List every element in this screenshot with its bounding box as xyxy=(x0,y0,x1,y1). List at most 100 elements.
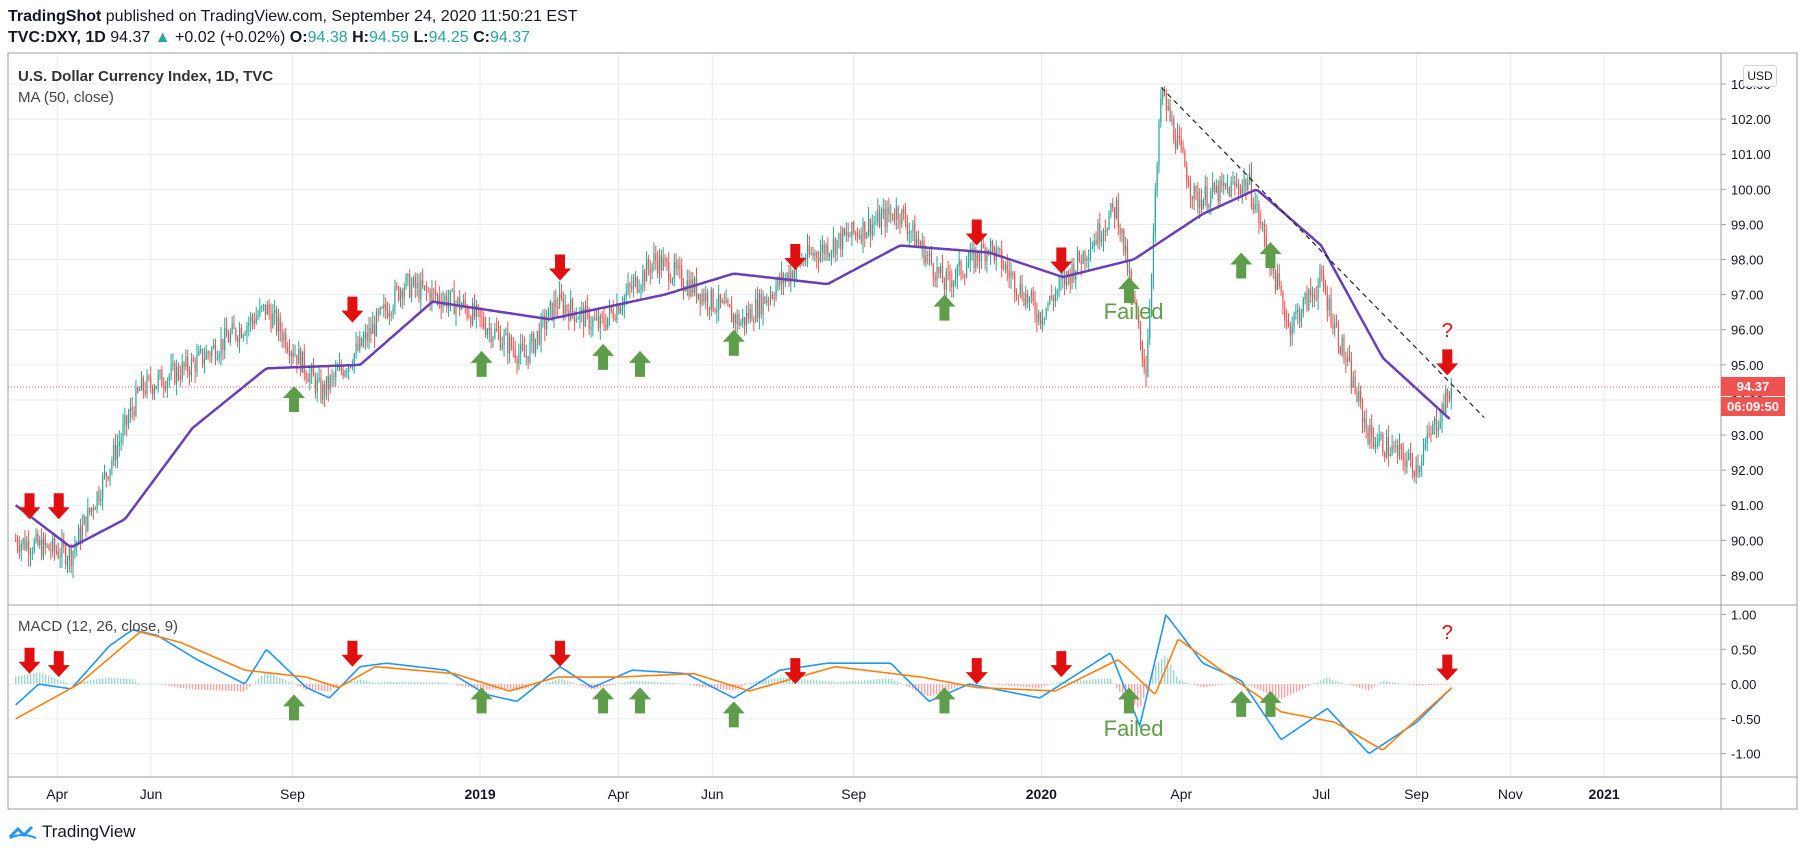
macd-histogram-bar xyxy=(116,678,119,685)
candle-body xyxy=(288,351,291,357)
candle-body xyxy=(1189,186,1192,197)
macd-histogram-bar xyxy=(998,684,1001,685)
candle-body xyxy=(348,364,350,372)
candle-body xyxy=(1310,289,1312,296)
candle-body xyxy=(1326,294,1328,310)
candle-body xyxy=(923,240,925,264)
candle-body xyxy=(764,296,766,304)
candle-body xyxy=(560,292,563,299)
macd-histogram-bar xyxy=(746,683,749,685)
change-up-icon: ▲ xyxy=(154,29,171,46)
macd-histogram-bar xyxy=(806,679,809,685)
candle-body xyxy=(335,370,337,377)
candle-body xyxy=(1397,445,1399,457)
candle-body xyxy=(912,222,914,232)
candle-body xyxy=(714,309,716,312)
candle-body xyxy=(932,263,934,277)
candle-body xyxy=(879,210,881,228)
candle-body xyxy=(133,410,135,416)
last-price: 94.37 xyxy=(110,29,151,46)
macd-histogram-bar xyxy=(1229,683,1232,685)
candle-body xyxy=(1023,298,1025,306)
macd-histogram-bar xyxy=(1406,684,1409,685)
candle-body xyxy=(697,293,699,299)
candle-body xyxy=(984,247,986,262)
candle-body xyxy=(721,300,723,303)
currency-badge[interactable]: USD xyxy=(1743,65,1777,87)
macd-histogram-bar xyxy=(125,678,128,685)
macd-histogram-bar xyxy=(1217,684,1220,686)
candle-body xyxy=(401,290,403,298)
macd-histogram-bar xyxy=(401,681,404,685)
candle-body xyxy=(142,377,144,391)
candle-body xyxy=(1260,222,1262,225)
candle-body xyxy=(1237,183,1240,190)
macd-arrow-up-icon xyxy=(470,687,493,714)
candle-body xyxy=(1206,186,1208,208)
candle-body xyxy=(225,328,228,338)
candle-body xyxy=(1356,393,1358,402)
candle-body xyxy=(355,343,357,355)
candle-body xyxy=(632,280,635,289)
candle-body xyxy=(257,315,259,318)
candle-body xyxy=(166,380,168,390)
candle-body xyxy=(1178,135,1180,138)
macd-histogram-bar xyxy=(548,681,551,685)
candle-body xyxy=(129,407,131,418)
candle-body xyxy=(201,349,204,364)
macd-histogram-bar xyxy=(491,684,494,690)
macd-histogram-bar xyxy=(1352,684,1355,687)
candle-body xyxy=(59,557,61,559)
macd-histogram-bar xyxy=(1442,684,1445,685)
candle-body xyxy=(1245,179,1247,191)
candle-body xyxy=(771,294,773,298)
x-tick-label: Apr xyxy=(46,786,68,802)
candle-body xyxy=(893,219,896,221)
macd-histogram-bar xyxy=(71,683,74,685)
macd-histogram-bar xyxy=(113,677,116,685)
candle-body xyxy=(398,287,400,301)
main-arrow-up-icon xyxy=(470,350,493,377)
macd-histogram-bar xyxy=(842,681,845,685)
footer-brand[interactable]: TradingView xyxy=(8,822,136,842)
candle-body xyxy=(510,337,513,348)
macd-histogram-bar xyxy=(683,683,686,685)
candle-body xyxy=(274,309,276,314)
candle-body xyxy=(1117,199,1119,229)
macd-histogram-bar xyxy=(1112,683,1115,685)
candle-body xyxy=(137,387,139,392)
macd-histogram-bar xyxy=(320,684,323,691)
candle-body xyxy=(457,297,459,304)
candle-body xyxy=(179,376,181,379)
macd-histogram-bar xyxy=(818,680,821,685)
candle-body xyxy=(53,538,56,551)
candle-body xyxy=(712,289,714,310)
candle-body xyxy=(681,266,683,287)
macd-histogram-bar xyxy=(1136,684,1139,708)
candle-body xyxy=(1234,181,1236,186)
macd-histogram-bar xyxy=(1025,684,1028,688)
macd-histogram-bar xyxy=(506,684,509,689)
candle-body xyxy=(531,333,533,342)
macd-arrow-down-icon xyxy=(1050,651,1073,678)
macd-arrow-up-icon xyxy=(628,687,651,714)
candle-body xyxy=(253,320,255,324)
candle-body xyxy=(938,266,940,274)
candle-body xyxy=(1278,273,1280,287)
candle-body xyxy=(873,223,875,225)
macd-histogram-bar xyxy=(137,682,140,685)
candle-body xyxy=(1236,183,1238,186)
candle-body xyxy=(1045,307,1047,318)
candle-body xyxy=(847,232,849,237)
candle-body xyxy=(977,250,979,260)
candle-body xyxy=(1226,186,1229,188)
candle-body xyxy=(1025,293,1027,306)
candle-body xyxy=(1354,376,1356,394)
candle-body xyxy=(139,390,141,392)
candle-body xyxy=(1300,313,1303,322)
macd-histogram-bar xyxy=(380,682,383,685)
candle-body xyxy=(1197,192,1199,208)
candle-body xyxy=(163,386,165,388)
main-question-label: ? xyxy=(1442,320,1453,342)
